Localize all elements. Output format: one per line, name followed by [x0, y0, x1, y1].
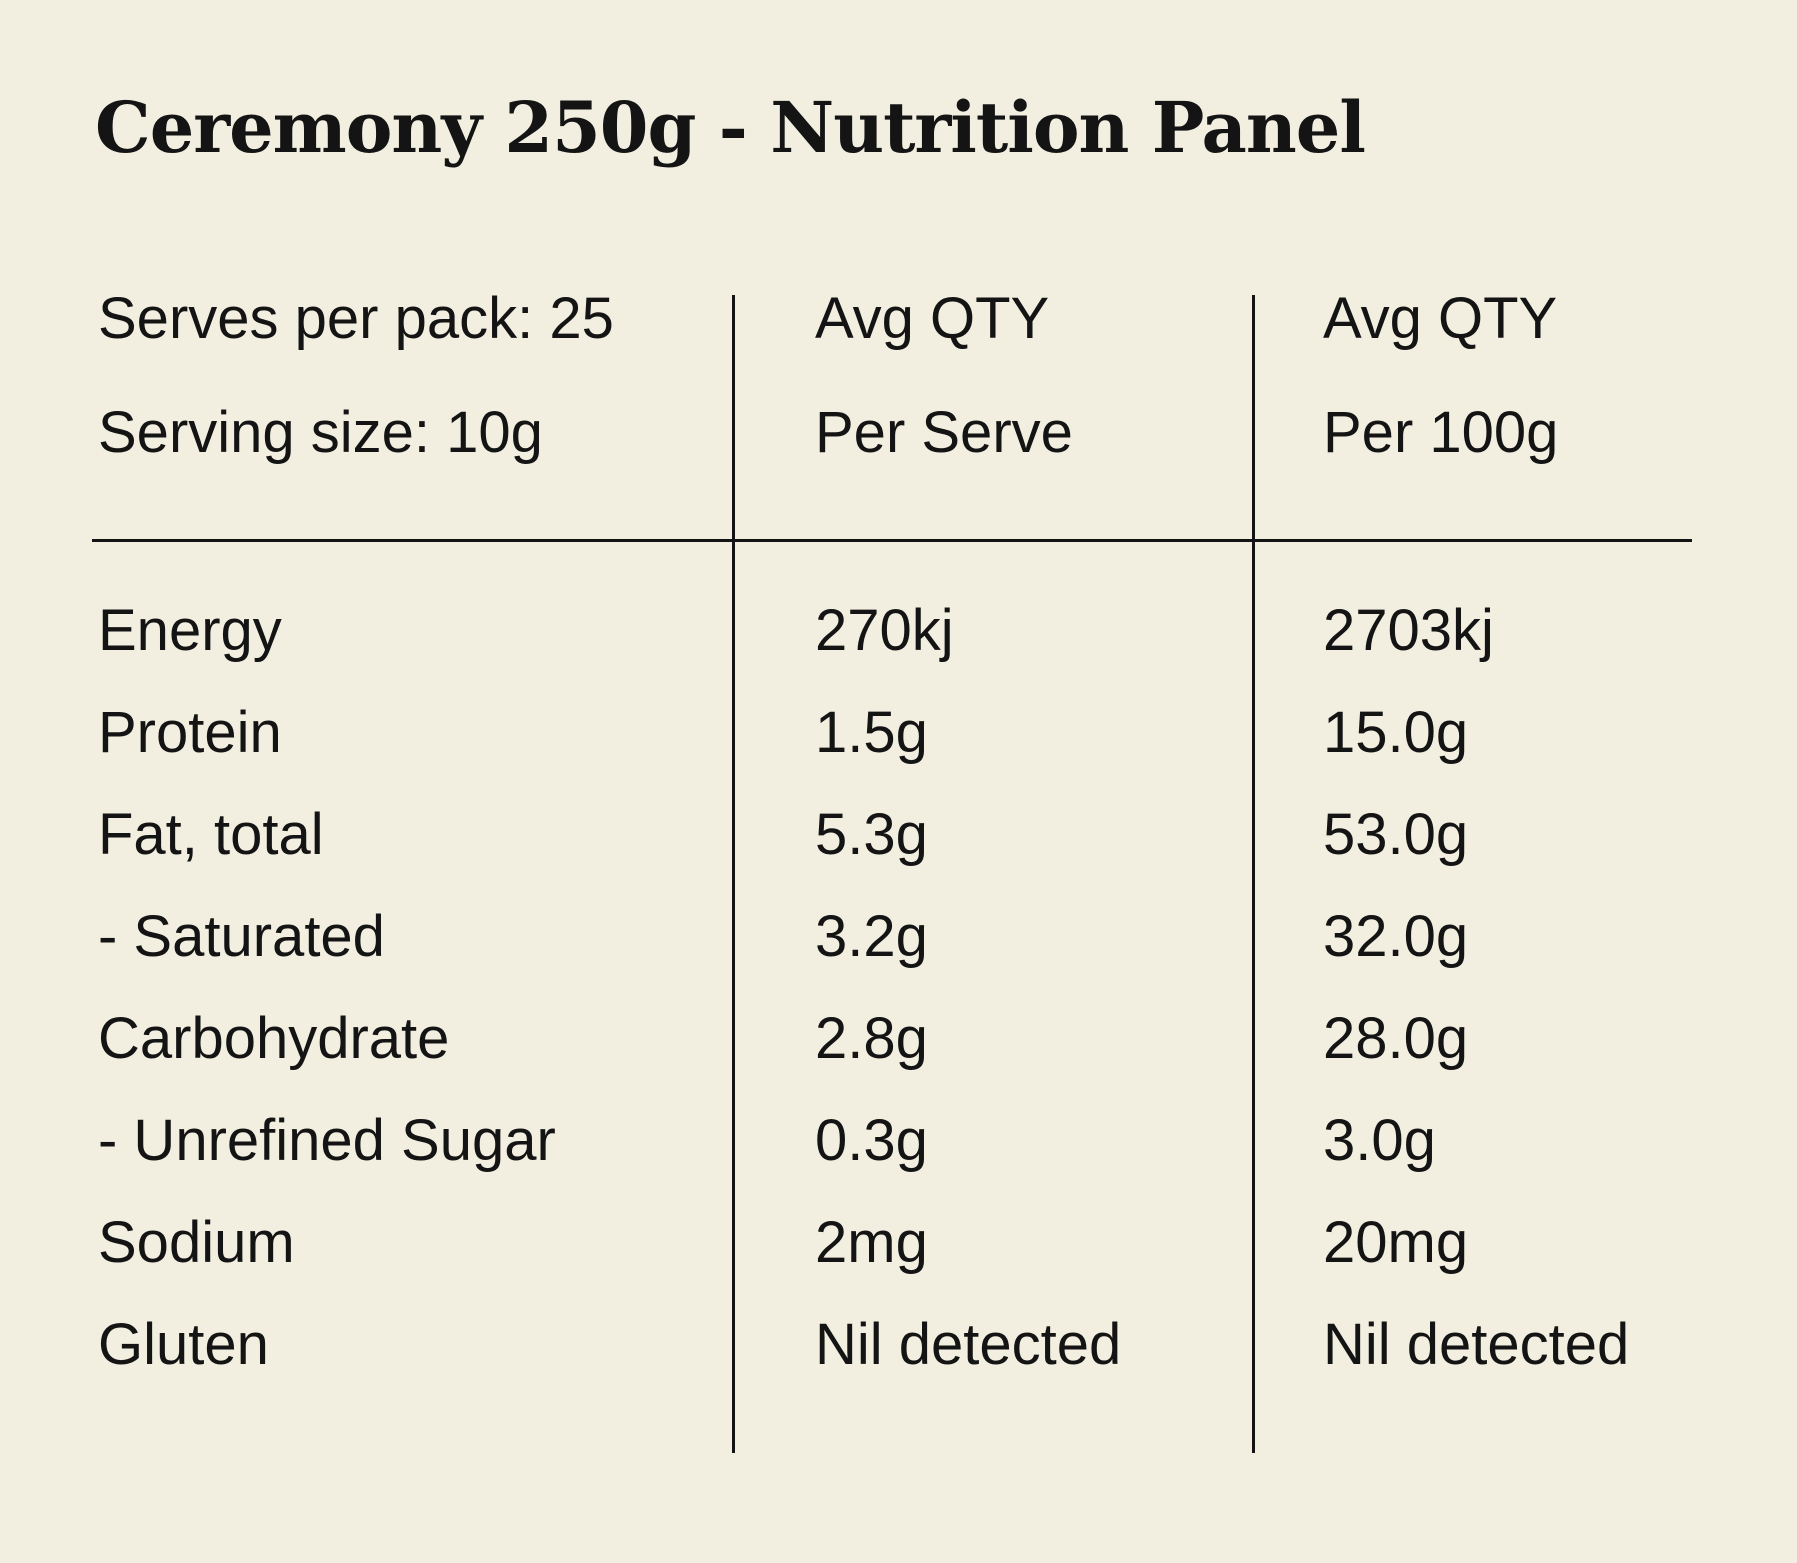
per-serve-value: 0.3g: [815, 1108, 928, 1173]
table-row: Carbohydrate 2.8g 28.0g: [0, 1004, 1700, 1106]
per-100g-value: 2703kj: [1323, 598, 1494, 663]
per-100g-col-header-line1: Avg QTY: [1323, 286, 1558, 351]
per-serve-value: 5.3g: [815, 802, 928, 867]
table-row: - Unrefined Sugar 0.3g 3.0g: [0, 1106, 1700, 1208]
per-100g-value: 32.0g: [1323, 904, 1469, 969]
per-serve-value: 2.8g: [815, 1006, 928, 1071]
header-line-2: Serving size: 10g Per Serve Per 100g: [0, 398, 1700, 512]
nutrient-label: - Saturated: [98, 904, 385, 969]
column-divider-2: [1252, 295, 1255, 1453]
per-100g-col-header-line2: Per 100g: [1323, 400, 1559, 465]
per-serve-col-header-line1: Avg QTY: [815, 286, 1050, 351]
per-serve-col-header-line2: Per Serve: [815, 400, 1073, 465]
nutrient-label: Carbohydrate: [98, 1006, 450, 1071]
nutrient-label: Gluten: [98, 1312, 269, 1377]
table-row: Energy 270kj 2703kj: [0, 596, 1700, 698]
nutrient-label: Sodium: [98, 1210, 295, 1275]
per-serve-value: Nil detected: [815, 1312, 1122, 1377]
per-100g-value: Nil detected: [1323, 1312, 1630, 1377]
nutrient-label: Energy: [98, 598, 282, 663]
per-serve-value: 1.5g: [815, 700, 928, 765]
per-serve-value: 2mg: [815, 1210, 928, 1275]
column-divider-1: [732, 295, 735, 1453]
nutrient-label: Protein: [98, 700, 282, 765]
table-row: - Saturated 3.2g 32.0g: [0, 902, 1700, 1004]
per-100g-value: 28.0g: [1323, 1006, 1469, 1071]
per-serve-value: 3.2g: [815, 904, 928, 969]
header-line-1: Serves per pack: 25 Avg QTY Avg QTY: [0, 284, 1700, 398]
table-body: Energy 270kj 2703kj Protein 1.5g 15.0g F…: [0, 596, 1700, 1412]
table-row: Protein 1.5g 15.0g: [0, 698, 1700, 800]
page-title: Ceremony 250g - Nutrition Panel: [95, 86, 1366, 169]
per-serve-value: 270kj: [815, 598, 954, 663]
per-100g-value: 53.0g: [1323, 802, 1469, 867]
nutrient-label: - Unrefined Sugar: [98, 1108, 556, 1173]
nutrient-label: Fat, total: [98, 802, 324, 867]
table-row: Sodium 2mg 20mg: [0, 1208, 1700, 1310]
header-rule: [92, 539, 1692, 542]
table-row: Fat, total 5.3g 53.0g: [0, 800, 1700, 902]
per-100g-value: 15.0g: [1323, 700, 1469, 765]
per-100g-value: 3.0g: [1323, 1108, 1436, 1173]
table-row: Gluten Nil detected Nil detected: [0, 1310, 1700, 1412]
table-header: Serves per pack: 25 Avg QTY Avg QTY Serv…: [0, 284, 1700, 512]
serving-size: Serving size: 10g: [98, 400, 543, 465]
per-100g-value: 20mg: [1323, 1210, 1469, 1275]
serves-per-pack: Serves per pack: 25: [98, 286, 614, 351]
